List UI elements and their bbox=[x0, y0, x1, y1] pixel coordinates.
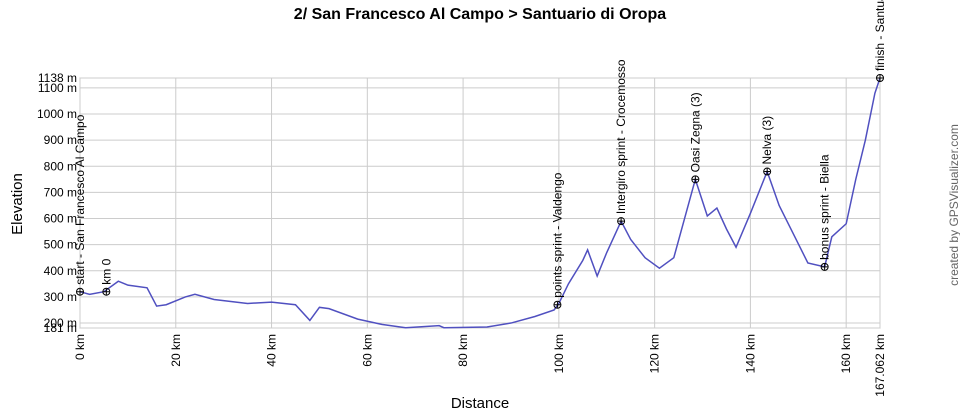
waypoint-label: Nelva (3) bbox=[760, 116, 774, 165]
waypoint-marker bbox=[763, 167, 772, 176]
y-axis-label: Elevation bbox=[9, 173, 26, 235]
waypoint-label: Oasi Zegna (3) bbox=[688, 92, 702, 172]
waypoint-marker bbox=[691, 175, 700, 184]
plot-area bbox=[79, 77, 881, 329]
y-tick-label: 500 m bbox=[44, 238, 77, 252]
waypoint-cross bbox=[821, 263, 828, 270]
waypoint-cross bbox=[618, 218, 625, 225]
y-tick-label: 700 m bbox=[44, 185, 77, 199]
y-tick-label: 1138 m bbox=[38, 71, 77, 85]
x-tick-label: 100 km bbox=[552, 334, 566, 373]
x-tick-label: 80 km bbox=[456, 334, 470, 367]
y-tick-label: 1100 m bbox=[38, 81, 77, 95]
waypoint-marker bbox=[820, 262, 829, 271]
y-tick-label: 200 m bbox=[44, 316, 77, 330]
waypoint-marker bbox=[102, 287, 111, 296]
y-tick-label: 800 m bbox=[44, 159, 77, 173]
y-tick-label: 1000 m bbox=[37, 107, 77, 121]
x-tick-label: 0 km bbox=[73, 334, 87, 360]
waypoint-marker bbox=[553, 300, 562, 309]
y-tick-label: 600 m bbox=[44, 212, 77, 226]
chart-title: 2/ San Francesco Al Campo > Santuario di… bbox=[294, 6, 666, 23]
x-tick-label: 160 km bbox=[839, 334, 853, 373]
y-tick-label: 300 m bbox=[44, 290, 77, 304]
waypoint-label: points sprint - Valdengo bbox=[550, 172, 564, 298]
waypoint-marker bbox=[617, 217, 626, 226]
elevation-line bbox=[79, 77, 881, 329]
x-tick-label: 40 km bbox=[265, 334, 279, 367]
waypoint-label: finish - Santuario di Oropa bbox=[873, 0, 887, 71]
waypoint-cross bbox=[692, 176, 699, 183]
waypoint-label: km 0 bbox=[99, 258, 113, 284]
waypoint-label: start - San Francesco Al Campo bbox=[73, 114, 87, 284]
y-tick-label: 900 m bbox=[44, 133, 77, 147]
x-tick-label: 60 km bbox=[360, 334, 374, 367]
y-tick-label: 181 m bbox=[44, 321, 77, 335]
waypoint-cross bbox=[764, 168, 771, 175]
credit: created by GPSVisualizer.com bbox=[947, 124, 960, 286]
waypoint-marker bbox=[876, 74, 884, 82]
x-tick-label: 167.062 km bbox=[873, 334, 887, 397]
y-tick-label: 400 m bbox=[44, 264, 77, 278]
waypoint-cross bbox=[103, 288, 110, 295]
waypoint-marker bbox=[76, 287, 84, 296]
waypoint-label: Intergiro sprint - Crocemosso bbox=[614, 59, 628, 214]
waypoint-cross bbox=[554, 301, 561, 308]
x-tick-label: 20 km bbox=[169, 334, 183, 367]
waypoint-cross bbox=[77, 288, 83, 295]
waypoint-label: bonus sprint - Biella bbox=[818, 154, 832, 260]
x-axis-label: Distance bbox=[451, 395, 509, 410]
waypoint-cross bbox=[877, 75, 883, 81]
x-tick-label: 120 km bbox=[648, 334, 662, 373]
x-tick-label: 140 km bbox=[743, 334, 757, 373]
